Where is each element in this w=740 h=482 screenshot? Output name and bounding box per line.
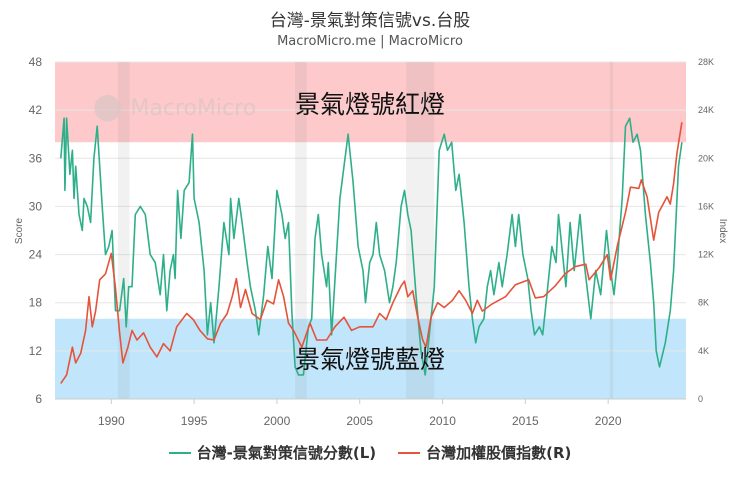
right-tick-label: 12K	[698, 250, 714, 260]
right-tick-label: 24K	[698, 105, 714, 115]
left-tick-label: 30	[29, 199, 43, 213]
blue-band-label: 景氣燈號藍燈	[295, 345, 445, 374]
legend-swatch-score	[168, 451, 191, 454]
recession-shading	[609, 62, 614, 399]
left-tick-label: 18	[29, 296, 43, 310]
index-line	[60, 122, 683, 384]
x-tick-label: 2010	[429, 414, 456, 428]
red-band-label: 景氣燈號紅燈	[295, 90, 445, 119]
right-tick-label: 20K	[698, 153, 714, 163]
right-tick-label: 0	[698, 394, 703, 404]
x-tick-label: 1995	[181, 414, 208, 428]
x-tick-label: 2005	[346, 414, 373, 428]
red-light-band	[55, 62, 686, 143]
right-tick-label: 8K	[698, 298, 709, 308]
x-tick-label: 1990	[98, 414, 125, 428]
recession-shading	[295, 62, 307, 399]
right-tick-label: 28K	[698, 57, 714, 67]
chart-svg: ⬤ MacroMicro 景氣燈號紅燈 景氣燈號藍燈 6 0 12 4K 18 8K 24 1…	[14, 55, 728, 428]
legend: 台灣-景氣對策信號分數(L) 台灣加權股價指數(R)	[0, 442, 740, 463]
x-tick-label: 2020	[595, 414, 622, 428]
legend-label-index: 台灣加權股價指數(R)	[426, 444, 572, 462]
left-axis-label: Score	[14, 218, 25, 245]
chart-title: 台灣-景氣對策信號vs.台股	[269, 11, 471, 31]
blue-light-band	[55, 318, 686, 399]
watermark: ⬤ MacroMicro	[93, 92, 256, 122]
left-tick-label: 48	[29, 55, 43, 69]
recession-shading	[117, 62, 130, 399]
x-tick-label: 2000	[264, 414, 291, 428]
right-tick-label: 16K	[698, 201, 714, 211]
left-tick-label: 6	[35, 392, 42, 406]
legend-swatch-index	[398, 451, 421, 454]
legend-item-score[interactable]: 台灣-景氣對策信號分數(L)	[168, 442, 377, 463]
left-tick-label: 36	[29, 151, 43, 165]
legend-item-index[interactable]: 台灣加權股價指數(R)	[398, 442, 571, 463]
left-tick-label: 12	[29, 344, 43, 358]
chart-subtitle: MacroMicro.me | MacroMicro	[277, 34, 463, 49]
x-tick-label: 2015	[512, 414, 539, 428]
right-tick-label: 4K	[698, 346, 709, 356]
right-axis-label: Index	[717, 219, 728, 243]
score-line	[60, 117, 683, 376]
left-tick-label: 42	[29, 103, 43, 117]
legend-label-score: 台灣-景氣對策信號分數(L)	[196, 444, 377, 462]
left-tick-label: 24	[29, 248, 43, 262]
